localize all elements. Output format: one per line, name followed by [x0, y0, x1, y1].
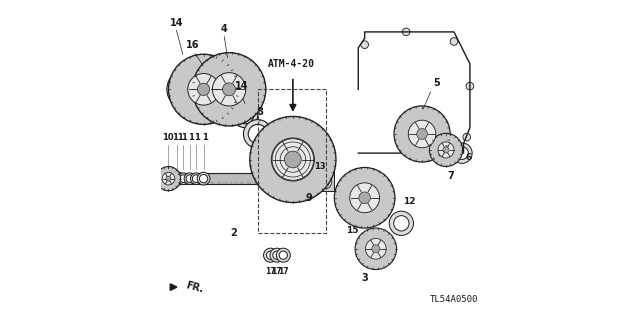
- Text: 5: 5: [433, 78, 440, 88]
- Circle shape: [394, 106, 450, 162]
- Circle shape: [271, 138, 314, 181]
- Circle shape: [200, 174, 208, 183]
- Circle shape: [349, 183, 380, 213]
- Text: 1: 1: [202, 133, 207, 142]
- Circle shape: [159, 170, 177, 188]
- Circle shape: [389, 211, 413, 235]
- Circle shape: [197, 172, 210, 185]
- Circle shape: [285, 151, 301, 168]
- Text: ATM-4-20: ATM-4-20: [268, 59, 315, 69]
- Circle shape: [243, 120, 272, 148]
- Circle shape: [173, 174, 182, 183]
- Text: 8: 8: [256, 107, 263, 117]
- Text: 10: 10: [162, 133, 173, 142]
- Circle shape: [456, 147, 468, 160]
- Text: 4: 4: [221, 24, 228, 34]
- Circle shape: [355, 228, 397, 270]
- Text: 6: 6: [465, 152, 472, 161]
- Text: 11: 11: [172, 133, 184, 142]
- Circle shape: [429, 133, 463, 167]
- Circle shape: [319, 152, 334, 167]
- Circle shape: [162, 172, 175, 185]
- Circle shape: [223, 83, 236, 96]
- Circle shape: [156, 167, 180, 191]
- Circle shape: [419, 146, 426, 154]
- Text: 3: 3: [362, 273, 368, 283]
- Circle shape: [191, 173, 202, 184]
- Text: 14: 14: [235, 81, 248, 91]
- Circle shape: [184, 173, 196, 184]
- Circle shape: [279, 251, 287, 259]
- Circle shape: [266, 251, 275, 259]
- Text: 13: 13: [314, 162, 326, 171]
- Circle shape: [193, 53, 266, 126]
- Circle shape: [408, 120, 436, 148]
- Text: 16: 16: [186, 40, 199, 50]
- Text: 9: 9: [305, 193, 312, 203]
- Circle shape: [334, 167, 395, 228]
- Circle shape: [186, 175, 194, 182]
- Circle shape: [450, 38, 458, 45]
- Circle shape: [180, 175, 188, 182]
- Circle shape: [264, 248, 278, 262]
- Circle shape: [172, 74, 203, 105]
- Circle shape: [321, 155, 331, 164]
- Text: 1: 1: [195, 133, 200, 142]
- Circle shape: [193, 175, 200, 182]
- Circle shape: [438, 142, 454, 158]
- Circle shape: [452, 143, 472, 163]
- Text: 14: 14: [170, 18, 183, 27]
- Text: FR.: FR.: [184, 280, 204, 294]
- Circle shape: [248, 124, 268, 144]
- Circle shape: [365, 239, 386, 259]
- Circle shape: [166, 176, 171, 181]
- Circle shape: [394, 216, 409, 231]
- Text: 1: 1: [188, 133, 194, 142]
- Circle shape: [236, 106, 254, 124]
- Circle shape: [163, 173, 174, 184]
- Circle shape: [178, 173, 189, 184]
- Circle shape: [403, 28, 410, 36]
- Circle shape: [270, 248, 284, 262]
- Circle shape: [417, 129, 428, 139]
- Circle shape: [276, 248, 291, 262]
- FancyBboxPatch shape: [317, 164, 334, 191]
- Circle shape: [466, 82, 474, 90]
- Text: 1: 1: [182, 133, 188, 142]
- Circle shape: [463, 133, 470, 141]
- Circle shape: [167, 69, 209, 110]
- Text: 17: 17: [271, 267, 282, 276]
- Circle shape: [359, 192, 371, 204]
- Circle shape: [320, 177, 329, 186]
- Circle shape: [168, 54, 239, 124]
- Circle shape: [188, 74, 220, 105]
- Circle shape: [212, 73, 246, 106]
- Circle shape: [273, 251, 281, 259]
- Circle shape: [250, 116, 336, 203]
- Circle shape: [443, 147, 449, 153]
- Circle shape: [318, 175, 332, 189]
- Text: 15: 15: [346, 226, 358, 235]
- FancyBboxPatch shape: [180, 173, 326, 184]
- Circle shape: [232, 102, 258, 128]
- Text: 17: 17: [265, 267, 276, 276]
- Circle shape: [361, 41, 369, 48]
- Circle shape: [170, 172, 184, 186]
- Circle shape: [372, 245, 380, 253]
- Text: 2: 2: [230, 228, 237, 238]
- Circle shape: [197, 83, 210, 95]
- Text: 7: 7: [447, 171, 454, 181]
- Text: 17: 17: [278, 267, 289, 276]
- Text: TL54A0500: TL54A0500: [430, 295, 478, 304]
- Text: 12: 12: [403, 197, 415, 206]
